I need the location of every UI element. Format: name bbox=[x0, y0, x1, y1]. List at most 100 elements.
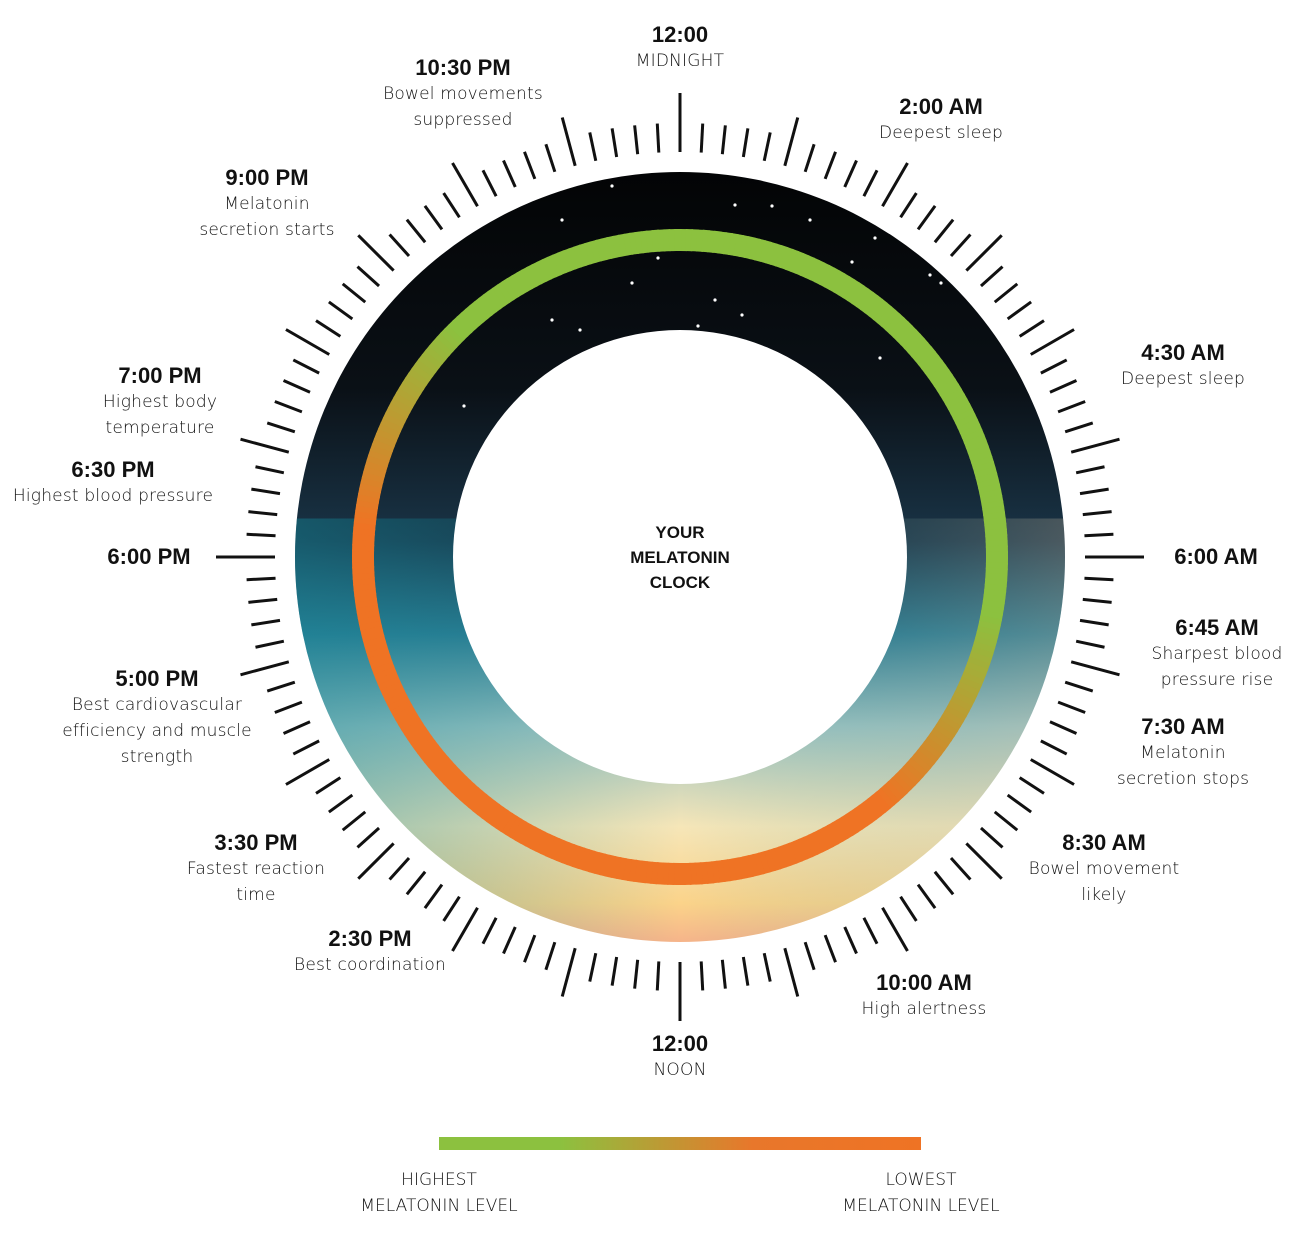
tick-mark bbox=[315, 776, 342, 795]
tick-mark bbox=[1084, 576, 1114, 582]
tick-mark bbox=[1006, 300, 1032, 321]
event-label: 10:30 PM Bowel movements suppressed bbox=[383, 55, 543, 133]
tick-mark bbox=[1029, 328, 1075, 356]
tick-mark bbox=[655, 123, 661, 153]
tick-mark bbox=[292, 739, 320, 756]
event-label: 8:30 AM Bowel movement likely bbox=[1029, 830, 1180, 908]
tick-mark bbox=[881, 162, 909, 208]
event-description: Deepest sleep bbox=[878, 123, 1004, 143]
tick-mark bbox=[442, 895, 461, 922]
tick-mark bbox=[1006, 793, 1032, 814]
star bbox=[740, 313, 744, 317]
tick-mark bbox=[979, 265, 1004, 288]
tick-mark bbox=[1018, 319, 1045, 338]
star bbox=[770, 204, 774, 208]
tick-mark bbox=[481, 917, 498, 945]
tick-mark bbox=[1082, 597, 1112, 604]
tick-mark bbox=[251, 487, 281, 496]
event-time: 4:30 AM bbox=[1141, 340, 1225, 365]
event-description: MIDNIGHT bbox=[635, 51, 725, 71]
event-time: 7:30 AM bbox=[1141, 714, 1225, 739]
tick-mark bbox=[862, 917, 879, 945]
event-description: strength bbox=[120, 747, 194, 767]
event-description: Bowel movements bbox=[383, 84, 543, 104]
event-description: suppressed bbox=[413, 110, 513, 130]
event-label: 6:45 AM Sharpest blood pressure rise bbox=[1151, 615, 1282, 693]
tick-mark bbox=[315, 319, 342, 338]
tick-mark bbox=[255, 639, 285, 649]
star bbox=[808, 218, 812, 222]
event-label: 7:30 AM Melatonin secretion stops bbox=[1117, 714, 1249, 792]
tick-mark bbox=[741, 128, 750, 158]
event-time: 2:00 AM bbox=[899, 94, 983, 119]
event-label: 6:00 AM bbox=[1174, 544, 1258, 570]
legend-high: HIGHEST MELATONIN LEVEL bbox=[360, 1167, 517, 1219]
tick-mark bbox=[1040, 739, 1068, 756]
event-time: 9:00 PM bbox=[225, 165, 309, 190]
event-description: Best cardiovascular bbox=[71, 695, 243, 715]
star bbox=[630, 281, 634, 285]
tick-mark bbox=[655, 961, 661, 991]
event-time: 5:00 PM bbox=[115, 666, 199, 691]
tick-mark bbox=[699, 123, 705, 153]
tick-mark bbox=[979, 826, 1004, 849]
legend-high-line: HIGHEST bbox=[401, 1170, 477, 1190]
tick-mark bbox=[783, 947, 800, 997]
event-time: 3:30 PM bbox=[214, 830, 298, 855]
star bbox=[733, 203, 737, 207]
tick-mark bbox=[1070, 660, 1120, 677]
tick-mark bbox=[357, 234, 395, 272]
tick-mark bbox=[1082, 510, 1112, 517]
tick-mark bbox=[423, 205, 444, 231]
tick-mark bbox=[843, 159, 858, 188]
event-description: Deepest sleep bbox=[1120, 369, 1246, 389]
event-time: 7:00 PM bbox=[118, 363, 202, 388]
tick-mark bbox=[560, 117, 577, 167]
tick-mark bbox=[285, 328, 331, 356]
legend-low-line: MELATONIN LEVEL bbox=[842, 1196, 1000, 1216]
tick-mark bbox=[282, 379, 311, 394]
melatonin-legend-bar bbox=[439, 1137, 921, 1150]
tick-mark bbox=[405, 218, 427, 244]
event-description: Sharpest blood bbox=[1151, 644, 1283, 664]
event-description: Fastest reaction bbox=[186, 859, 326, 879]
tick-mark bbox=[862, 169, 879, 197]
tick-mark bbox=[1079, 487, 1109, 496]
tick-mark bbox=[502, 159, 517, 188]
tick-mark bbox=[246, 576, 276, 582]
tick-mark bbox=[451, 906, 479, 952]
star bbox=[560, 218, 564, 222]
event-description: efficiency and muscle bbox=[62, 721, 252, 741]
tick-mark bbox=[720, 125, 727, 155]
tick-mark bbox=[1049, 379, 1078, 394]
tick-mark bbox=[328, 300, 354, 321]
tick-mark bbox=[993, 282, 1019, 304]
tick-mark bbox=[1018, 776, 1045, 795]
tick-mark bbox=[1070, 437, 1120, 454]
tick-mark bbox=[610, 128, 619, 158]
event-description: High alertness bbox=[861, 999, 987, 1019]
tick-mark bbox=[899, 192, 918, 219]
tick-mark bbox=[783, 117, 800, 167]
event-label: 10:00 AM High alertness bbox=[862, 970, 987, 1022]
tick-mark bbox=[1084, 532, 1114, 538]
tick-mark bbox=[610, 956, 619, 986]
clock-face bbox=[453, 330, 907, 784]
hour-ticks bbox=[216, 93, 1144, 1021]
tick-mark bbox=[248, 597, 278, 604]
tick-mark bbox=[933, 218, 955, 244]
star bbox=[696, 324, 700, 328]
center-title-line: YOUR bbox=[655, 523, 705, 542]
star bbox=[462, 404, 466, 408]
event-time: 10:30 PM bbox=[415, 55, 511, 80]
tick-mark bbox=[899, 895, 918, 922]
event-description: secretion starts bbox=[199, 220, 335, 240]
tick-mark bbox=[965, 234, 1003, 272]
tick-mark bbox=[423, 883, 444, 909]
event-label: 4:30 AM Deepest sleep bbox=[1121, 340, 1245, 392]
tick-mark bbox=[993, 810, 1019, 832]
tick-mark bbox=[881, 906, 909, 952]
tick-mark bbox=[274, 400, 303, 414]
tick-mark bbox=[523, 934, 537, 963]
